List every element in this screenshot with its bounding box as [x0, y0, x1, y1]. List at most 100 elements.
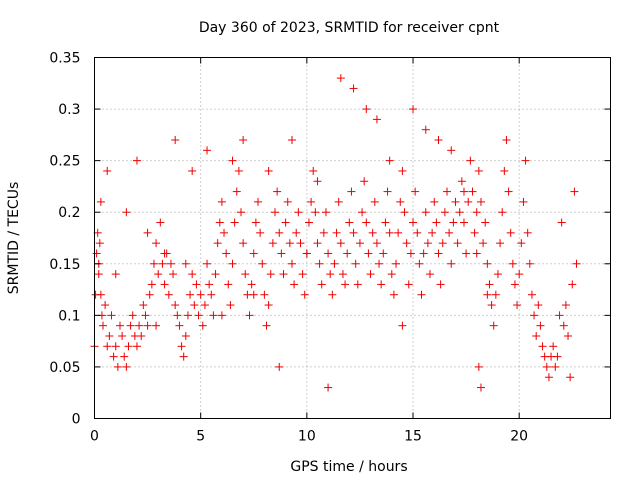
data-point	[385, 156, 394, 165]
data-point	[404, 280, 413, 289]
data-point	[105, 331, 114, 340]
data-point	[506, 228, 515, 237]
data-point	[141, 311, 150, 320]
data-point	[392, 259, 401, 268]
data-point	[572, 259, 581, 268]
data-point	[241, 270, 250, 279]
data-point	[315, 259, 324, 268]
data-point	[122, 362, 131, 371]
data-point	[451, 197, 460, 206]
data-point	[530, 311, 539, 320]
data-point	[326, 270, 335, 279]
data-point	[224, 280, 233, 289]
data-points	[90, 74, 581, 392]
data-point	[332, 228, 341, 237]
data-point	[152, 239, 161, 248]
data-point	[481, 218, 490, 227]
data-point	[160, 280, 169, 289]
data-point	[538, 342, 547, 351]
data-point	[96, 197, 105, 206]
data-point	[457, 177, 466, 186]
data-point	[292, 228, 301, 237]
y-axis-label: SRMTID / TECUs	[6, 182, 22, 295]
data-point	[302, 249, 311, 258]
data-point	[164, 290, 173, 299]
data-point	[387, 270, 396, 279]
data-point	[559, 321, 568, 330]
data-point	[368, 228, 377, 237]
data-point	[296, 239, 305, 248]
data-point	[313, 177, 322, 186]
data-point	[169, 270, 178, 279]
data-point	[275, 228, 284, 237]
data-point	[472, 249, 481, 258]
data-point	[232, 187, 241, 196]
data-point	[341, 280, 350, 289]
data-point	[175, 321, 184, 330]
data-point	[222, 249, 231, 258]
data-point	[396, 197, 405, 206]
data-point	[485, 280, 494, 289]
data-point	[156, 218, 165, 227]
x-tick-label: 5	[196, 429, 205, 445]
data-point	[247, 280, 256, 289]
data-point	[398, 321, 407, 330]
data-point	[358, 208, 367, 217]
data-point	[254, 197, 263, 206]
data-point	[177, 342, 186, 351]
data-point	[324, 249, 333, 258]
data-point	[181, 331, 190, 340]
data-point	[385, 228, 394, 237]
data-point	[525, 259, 534, 268]
data-point	[421, 125, 430, 134]
data-point	[430, 197, 439, 206]
data-point	[281, 218, 290, 227]
data-point	[483, 259, 492, 268]
data-point	[200, 301, 209, 310]
x-tick-label: 15	[404, 429, 422, 445]
data-point	[203, 259, 212, 268]
data-point	[389, 290, 398, 299]
data-point	[349, 84, 358, 93]
data-point	[519, 197, 528, 206]
data-point	[239, 239, 248, 248]
data-point	[321, 208, 330, 217]
chart-title: Day 360 of 2023, SRMTID for receiver cpn…	[199, 20, 500, 36]
data-point	[372, 115, 381, 124]
data-point	[215, 218, 224, 227]
data-point	[154, 270, 163, 279]
data-point	[513, 301, 522, 310]
data-point	[251, 218, 260, 227]
data-point	[381, 218, 390, 227]
data-point	[313, 239, 322, 248]
data-point	[426, 270, 435, 279]
data-point	[143, 228, 152, 237]
data-point	[493, 270, 502, 279]
data-point	[400, 208, 409, 217]
data-point	[311, 208, 320, 217]
data-point	[447, 146, 456, 155]
data-point	[432, 218, 441, 227]
data-point	[217, 311, 226, 320]
data-point	[434, 249, 443, 258]
data-point	[394, 228, 403, 237]
data-point	[118, 331, 127, 340]
data-point	[527, 290, 536, 299]
data-point	[139, 301, 148, 310]
data-point	[317, 280, 326, 289]
data-point	[91, 290, 100, 299]
data-point	[124, 342, 133, 351]
data-point	[377, 280, 386, 289]
data-point	[103, 342, 112, 351]
data-point	[436, 280, 445, 289]
data-point	[402, 239, 411, 248]
data-point	[566, 373, 575, 382]
data-point	[470, 228, 479, 237]
data-point	[181, 259, 190, 268]
plot-frame	[94, 57, 611, 419]
data-point	[453, 239, 462, 248]
data-point	[351, 259, 360, 268]
data-point	[413, 228, 422, 237]
data-point	[126, 321, 135, 330]
